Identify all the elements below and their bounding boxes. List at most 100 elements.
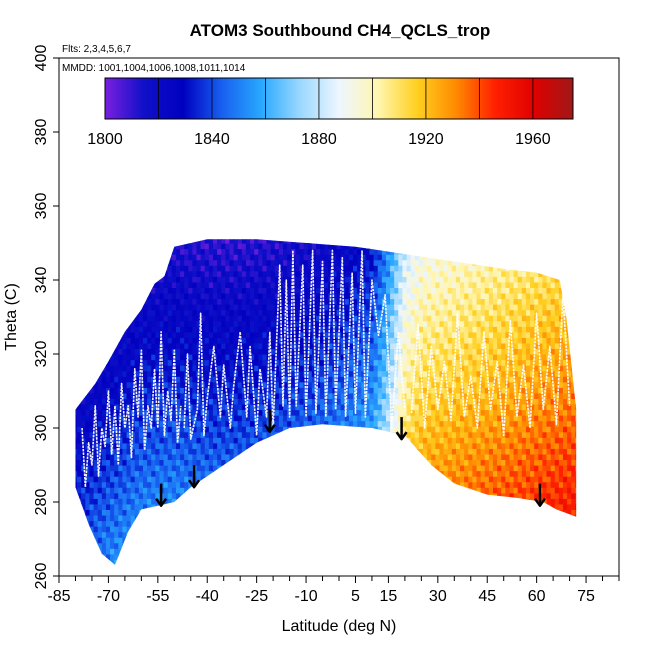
heatmap-cell <box>258 359 264 366</box>
heatmap-cell <box>365 476 371 483</box>
heatmap-cell <box>105 470 111 477</box>
heatmap-cell <box>361 265 366 272</box>
heatmap-cell <box>241 442 247 449</box>
heatmap-cell <box>320 232 325 238</box>
heatmap-cell <box>159 320 165 327</box>
heatmap-cell <box>357 331 362 338</box>
heatmap-cell <box>315 365 321 372</box>
heatmap-cell <box>171 537 177 544</box>
heatmap-cell <box>197 232 202 238</box>
heatmap-cell <box>357 537 362 544</box>
heatmap-cell <box>196 503 202 510</box>
heatmap-cell <box>188 270 194 277</box>
heatmap-cell <box>328 331 334 338</box>
heatmap-cell <box>105 365 111 372</box>
heatmap-cell <box>307 453 313 461</box>
heatmap-cell <box>77 453 82 461</box>
heatmap-cell <box>175 342 181 350</box>
heatmap-cell <box>262 348 268 355</box>
heatmap-cell <box>118 542 124 549</box>
heatmap-cell <box>101 453 107 461</box>
heatmap-cell <box>134 365 140 372</box>
heatmap-cell <box>130 531 136 538</box>
heatmap-cell <box>85 381 91 388</box>
heatmap-cell <box>118 298 124 305</box>
heatmap-cell <box>241 509 247 516</box>
heatmap-cell <box>270 453 276 461</box>
heatmap-cell <box>340 531 346 538</box>
heatmap-cell <box>200 498 206 505</box>
heatmap-cell <box>192 526 198 533</box>
heatmap-cell <box>274 398 280 405</box>
heatmap-cell <box>143 409 148 416</box>
heatmap-cell <box>213 270 218 277</box>
heatmap-cell <box>147 354 152 361</box>
heatmap-cell <box>377 254 383 261</box>
heatmap-cell <box>217 281 222 288</box>
heatmap-cell <box>180 492 185 499</box>
heatmap-cell <box>245 298 251 305</box>
heatmap-cell <box>138 281 144 288</box>
heatmap-cell <box>299 431 305 438</box>
heatmap-cell <box>270 514 276 522</box>
heatmap-cell <box>324 526 329 533</box>
heatmap-cell <box>320 481 325 488</box>
heatmap-cell <box>93 498 99 505</box>
heatmap-cell <box>110 520 115 527</box>
heatmap-cell <box>167 448 173 455</box>
heatmap-cell <box>348 509 354 516</box>
heatmap-cell <box>238 232 243 238</box>
heatmap-cell <box>188 387 194 394</box>
heatmap-cell <box>344 315 350 322</box>
heatmap-cell <box>377 387 383 394</box>
heatmap-cell <box>114 376 119 383</box>
heatmap-cell <box>93 259 99 266</box>
heatmap-cell <box>81 459 86 466</box>
heatmap-cell <box>225 531 231 538</box>
heatmap-cell <box>324 243 329 250</box>
heatmap-cell <box>237 276 243 283</box>
heatmap-cell <box>77 254 82 261</box>
heatmap-cell <box>163 437 169 444</box>
heatmap-cell <box>348 442 354 449</box>
heatmap-cell <box>81 559 86 565</box>
heatmap-cell <box>192 354 198 361</box>
heatmap-cell <box>274 287 280 294</box>
heatmap-cell <box>233 465 239 472</box>
heatmap-cell <box>171 420 177 427</box>
heatmap-cell <box>122 320 128 327</box>
heatmap-cell <box>89 503 95 510</box>
heatmap-cell <box>89 348 95 355</box>
heatmap-cell <box>118 232 123 238</box>
heatmap-cell <box>245 453 251 461</box>
heatmap-cell <box>361 398 366 405</box>
heatmap-cell <box>229 553 235 560</box>
heatmap-cell <box>93 348 99 355</box>
heatmap-cell <box>110 526 115 533</box>
heatmap-cell <box>287 370 292 377</box>
heatmap-cell <box>151 298 156 305</box>
heatmap-cell <box>143 320 148 327</box>
heatmap-cell <box>237 365 243 372</box>
heatmap-cell <box>336 381 342 388</box>
heatmap-cell <box>126 381 132 388</box>
heatmap-cell <box>283 498 288 505</box>
heatmap-cell <box>180 442 185 449</box>
heatmap-cell <box>69 376 74 382</box>
heatmap-cell <box>138 537 144 544</box>
heatmap-cell <box>167 370 173 377</box>
heatmap-cell <box>114 359 119 366</box>
heatmap-cell <box>385 254 391 261</box>
heatmap-cell <box>357 259 362 266</box>
heatmap-cell <box>204 365 210 372</box>
heatmap-cell <box>245 431 251 438</box>
heatmap-cell <box>192 548 198 555</box>
heatmap-cell <box>163 337 169 344</box>
heatmap-cell <box>180 498 185 505</box>
heatmap-cell <box>348 243 354 250</box>
heatmap-cell <box>287 492 292 499</box>
heatmap-cell <box>245 387 251 394</box>
heatmap-cell <box>105 354 111 361</box>
heatmap-cell <box>373 376 379 383</box>
heatmap-cell <box>274 520 280 527</box>
